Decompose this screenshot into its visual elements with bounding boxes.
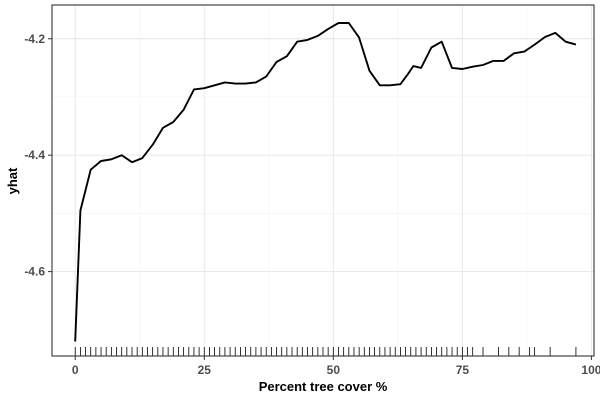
y-tick-label: -4.4 bbox=[24, 148, 45, 162]
x-tick-label: 50 bbox=[327, 363, 341, 377]
x-tick-label: 100 bbox=[581, 363, 600, 377]
rug bbox=[74, 347, 577, 356]
x-tick-label: 0 bbox=[72, 363, 79, 377]
y-axis-title: yhat bbox=[5, 167, 20, 194]
y-tick-labels: -4.6 -4.4 -4.2 bbox=[24, 32, 45, 279]
plot-lines bbox=[74, 22, 577, 342]
x-tick-label: 25 bbox=[198, 363, 212, 377]
series-line bbox=[74, 22, 577, 342]
y-tick-label: -4.2 bbox=[24, 32, 45, 46]
x-axis-title: Percent tree cover % bbox=[259, 379, 388, 394]
y-tick-label: -4.6 bbox=[24, 265, 45, 279]
x-tick-label: 75 bbox=[456, 363, 470, 377]
x-tick-labels: 0 25 50 75 100 bbox=[72, 363, 600, 377]
axis-ticks bbox=[48, 38, 592, 360]
panel-border bbox=[51, 4, 595, 357]
grid bbox=[52, 5, 594, 356]
